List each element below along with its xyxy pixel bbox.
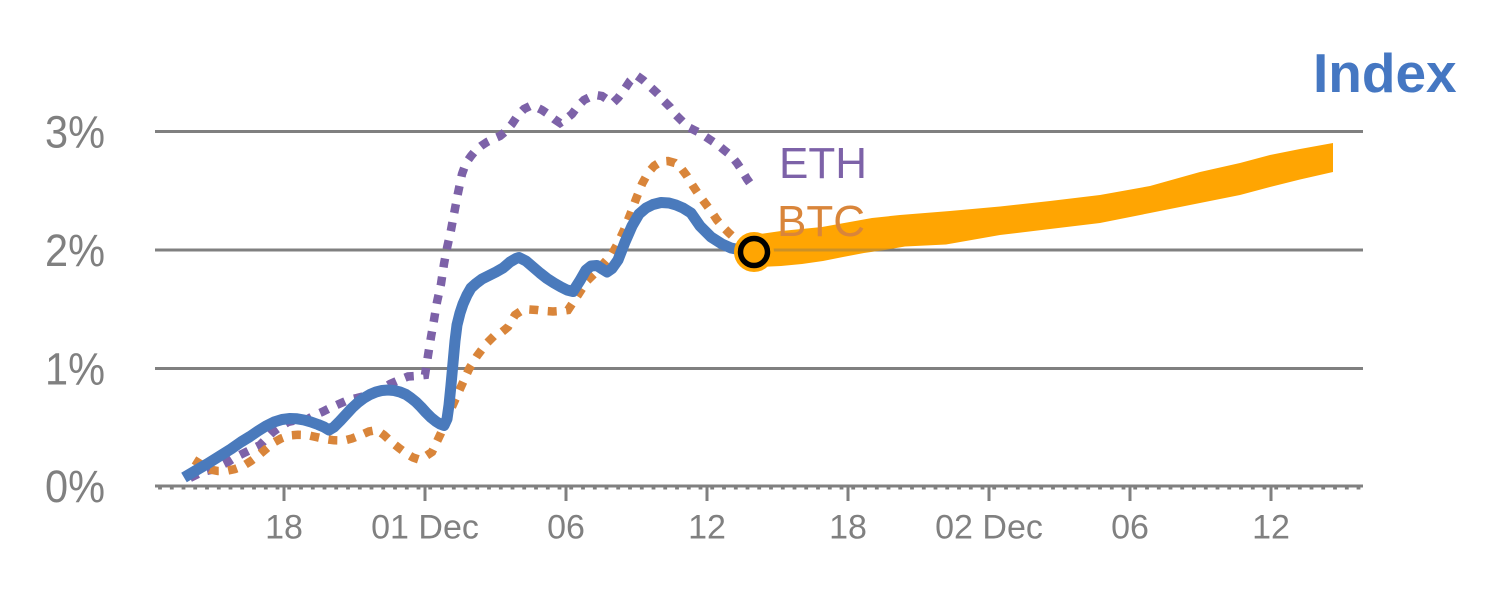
svg-text:18: 18 [829, 509, 867, 547]
svg-text:18: 18 [265, 509, 303, 547]
svg-text:ETH: ETH [779, 139, 867, 188]
svg-text:2%: 2% [45, 225, 105, 276]
svg-text:0%: 0% [45, 461, 105, 512]
svg-text:Index: Index [1313, 42, 1457, 104]
svg-text:12: 12 [688, 509, 726, 547]
svg-text:1%: 1% [45, 344, 105, 395]
svg-text:06: 06 [547, 509, 585, 547]
svg-text:02 Dec: 02 Dec [935, 509, 1043, 547]
svg-text:BTC: BTC [777, 197, 865, 246]
svg-text:12: 12 [1252, 509, 1290, 547]
svg-text:01 Dec: 01 Dec [371, 509, 479, 547]
svg-text:06: 06 [1111, 509, 1149, 547]
svg-text:3%: 3% [45, 107, 105, 158]
